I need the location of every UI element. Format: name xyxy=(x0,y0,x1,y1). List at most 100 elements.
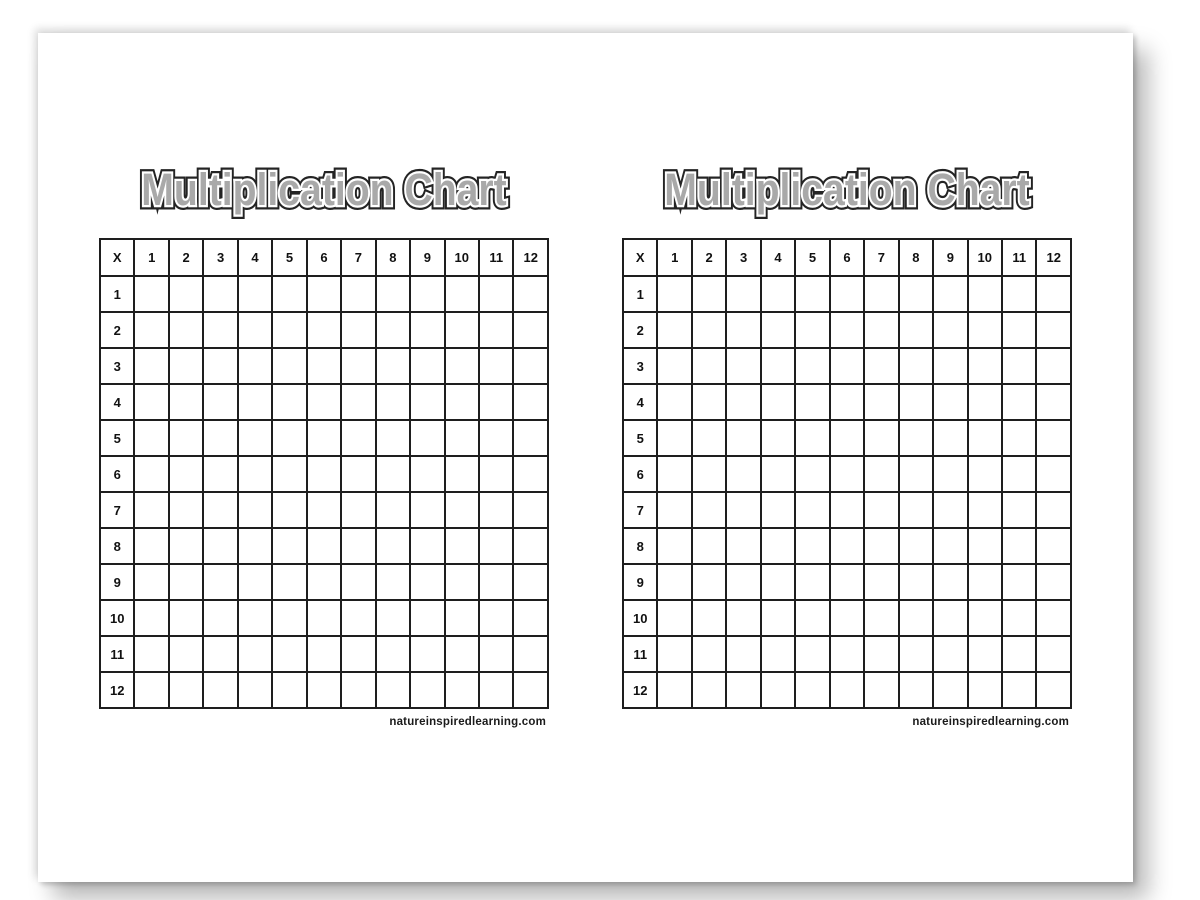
row-header-cell: 1 xyxy=(621,275,659,313)
blank-product-cell xyxy=(966,383,1003,421)
blank-product-cell xyxy=(932,599,969,637)
blank-product-cell xyxy=(863,671,900,709)
blank-product-cell xyxy=(236,383,274,421)
blank-product-cell xyxy=(305,527,343,565)
blank-product-cell xyxy=(828,275,866,313)
blank-product-cell xyxy=(863,455,900,493)
blank-product-cell xyxy=(133,275,170,313)
blank-product-cell xyxy=(305,347,343,385)
blank-product-cell xyxy=(512,347,549,385)
blank-product-cell xyxy=(477,599,515,637)
row-header-cell: 10 xyxy=(98,599,136,637)
blank-product-cell xyxy=(794,635,831,673)
blank-product-cell xyxy=(690,347,728,385)
blank-product-cell xyxy=(690,419,728,457)
column-header-cell: 11 xyxy=(1000,238,1038,277)
blank-product-cell xyxy=(443,527,480,565)
grid-header-row: X 1 2 3 4 5 6 7 8 9 10 11 12 xyxy=(621,238,1072,277)
blank-product-cell xyxy=(759,563,797,601)
website-credit-right: natureinspiredlearning.com xyxy=(912,716,1069,728)
blank-product-cell xyxy=(1035,563,1072,601)
blank-product-cell xyxy=(133,347,170,385)
blank-product-cell xyxy=(409,275,446,313)
blank-product-cell xyxy=(167,275,205,313)
blank-product-cell xyxy=(966,419,1003,457)
blank-product-cell xyxy=(271,455,308,493)
blank-product-cell xyxy=(236,599,274,637)
blank-product-cell xyxy=(236,419,274,457)
blank-product-cell xyxy=(863,347,900,385)
grid-row: 12 xyxy=(98,671,549,709)
blank-product-cell xyxy=(932,419,969,457)
blank-product-cell xyxy=(305,455,343,493)
blank-product-cell xyxy=(656,635,693,673)
blank-product-cell xyxy=(1035,527,1072,565)
blank-product-cell xyxy=(863,563,900,601)
blank-product-cell xyxy=(1035,419,1072,457)
blank-product-cell xyxy=(1035,455,1072,493)
blank-product-cell xyxy=(1000,347,1038,385)
row-header-cell: 8 xyxy=(98,527,136,565)
blank-product-cell xyxy=(725,671,762,709)
chart-title-rim-layer: Multiplication Chart xyxy=(139,162,508,217)
row-header-cell: 7 xyxy=(98,491,136,529)
blank-product-cell xyxy=(167,635,205,673)
blank-product-cell xyxy=(1035,383,1072,421)
blank-product-cell xyxy=(305,311,343,349)
row-header-cell: 7 xyxy=(621,491,659,529)
blank-product-cell xyxy=(133,311,170,349)
blank-product-cell xyxy=(932,527,969,565)
blank-product-cell xyxy=(828,491,866,529)
blank-product-cell xyxy=(897,419,935,457)
blank-product-cell xyxy=(477,347,515,385)
column-header-cell: 3 xyxy=(725,238,762,277)
row-header-cell: 5 xyxy=(621,419,659,457)
row-header-cell: 9 xyxy=(98,563,136,601)
blank-product-cell xyxy=(133,419,170,457)
grid-row: 8 xyxy=(621,527,1072,565)
worksheet-page: Multiplication Chart Multiplication Char… xyxy=(38,33,1133,882)
blank-product-cell xyxy=(725,563,762,601)
blank-product-cell xyxy=(1000,419,1038,457)
blank-product-cell xyxy=(167,383,205,421)
row-header-cell: 10 xyxy=(621,599,659,637)
blank-product-cell xyxy=(897,383,935,421)
blank-product-cell xyxy=(759,671,797,709)
row-header-cell: 4 xyxy=(98,383,136,421)
blank-product-cell xyxy=(932,491,969,529)
blank-product-cell xyxy=(477,455,515,493)
blank-product-cell xyxy=(897,491,935,529)
blank-product-cell xyxy=(202,527,239,565)
blank-product-cell xyxy=(512,527,549,565)
blank-product-cell xyxy=(690,491,728,529)
blank-product-cell xyxy=(1000,311,1038,349)
blank-product-cell xyxy=(236,347,274,385)
blank-product-cell xyxy=(794,311,831,349)
chart-title-rim-layer: Multiplication Chart xyxy=(662,162,1031,217)
blank-product-cell xyxy=(477,563,515,601)
blank-product-cell xyxy=(409,599,446,637)
chart-title-outline-layer: Multiplication Chart xyxy=(137,160,510,219)
blank-product-cell xyxy=(271,491,308,529)
blank-product-cell xyxy=(133,671,170,709)
blank-product-cell xyxy=(1035,491,1072,529)
row-header-cell: 6 xyxy=(98,455,136,493)
blank-product-cell xyxy=(340,347,377,385)
blank-product-cell xyxy=(828,383,866,421)
grid-row: 5 xyxy=(98,419,549,457)
column-header-cell: 4 xyxy=(759,238,797,277)
blank-product-cell xyxy=(512,311,549,349)
blank-product-cell xyxy=(656,419,693,457)
blank-product-cell xyxy=(133,527,170,565)
blank-product-cell xyxy=(725,419,762,457)
chart-title-right: Multiplication Chart Multiplication Char… xyxy=(651,160,1043,219)
row-header-cell: 2 xyxy=(98,311,136,349)
blank-product-cell xyxy=(863,311,900,349)
chart-title-fill-layer: Multiplication Chart xyxy=(141,164,507,215)
blank-product-cell xyxy=(656,455,693,493)
blank-product-cell xyxy=(236,527,274,565)
blank-product-cell xyxy=(966,311,1003,349)
blank-product-cell xyxy=(133,455,170,493)
blank-product-cell xyxy=(236,455,274,493)
blank-product-cell xyxy=(656,527,693,565)
